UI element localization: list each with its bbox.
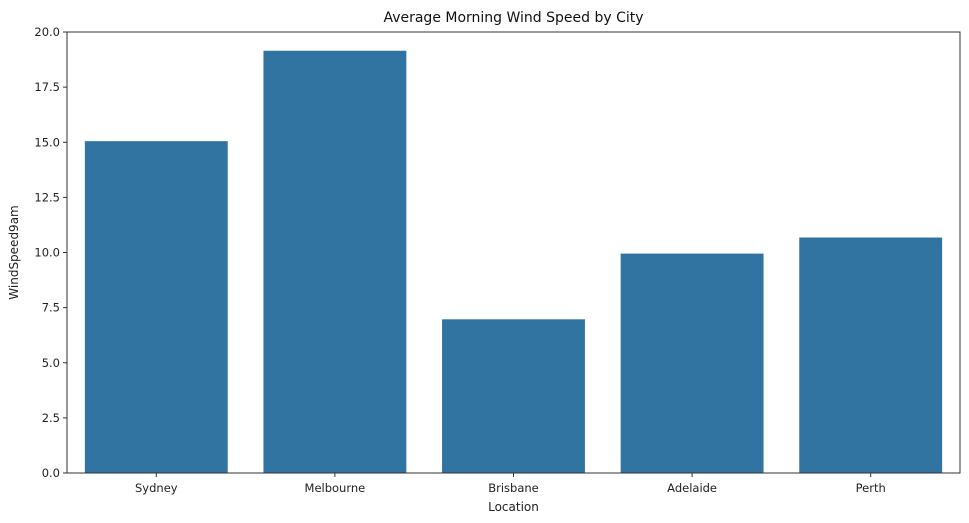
y-tick-label: 2.5 xyxy=(42,411,60,425)
y-axis: 0.0 2.5 5.0 7.5 10.0 12.5 15.0 17.5 20.0 xyxy=(34,25,67,480)
x-tick-label: Melbourne xyxy=(305,481,366,495)
y-tick-label: 0.0 xyxy=(42,466,60,480)
bar-melbourne xyxy=(263,50,407,474)
x-axis-label: Location xyxy=(488,500,539,514)
bar-sydney xyxy=(84,141,228,473)
x-tick-label: Sydney xyxy=(135,481,178,495)
x-tick-label: Adelaide xyxy=(667,481,717,495)
y-tick-label: 12.5 xyxy=(34,190,60,204)
y-tick-label: 17.5 xyxy=(34,80,60,94)
x-axis: Sydney Melbourne Brisbane Adelaide Perth xyxy=(135,473,886,495)
bars-layer xyxy=(84,50,943,474)
y-axis-label: WindSpeed9am xyxy=(7,205,21,299)
chart-title: Average Morning Wind Speed by City xyxy=(383,10,643,26)
y-tick-label: 20.0 xyxy=(34,25,60,39)
x-tick-label: Brisbane xyxy=(488,481,539,495)
y-tick-label: 7.5 xyxy=(42,301,60,315)
y-tick-label: 5.0 xyxy=(42,356,60,370)
bar-brisbane xyxy=(442,319,585,473)
y-tick-label: 10.0 xyxy=(34,246,60,260)
x-tick-label: Perth xyxy=(856,481,886,495)
y-tick-label: 15.0 xyxy=(34,135,60,149)
bar-perth xyxy=(799,237,943,473)
bar-adelaide xyxy=(620,253,764,473)
